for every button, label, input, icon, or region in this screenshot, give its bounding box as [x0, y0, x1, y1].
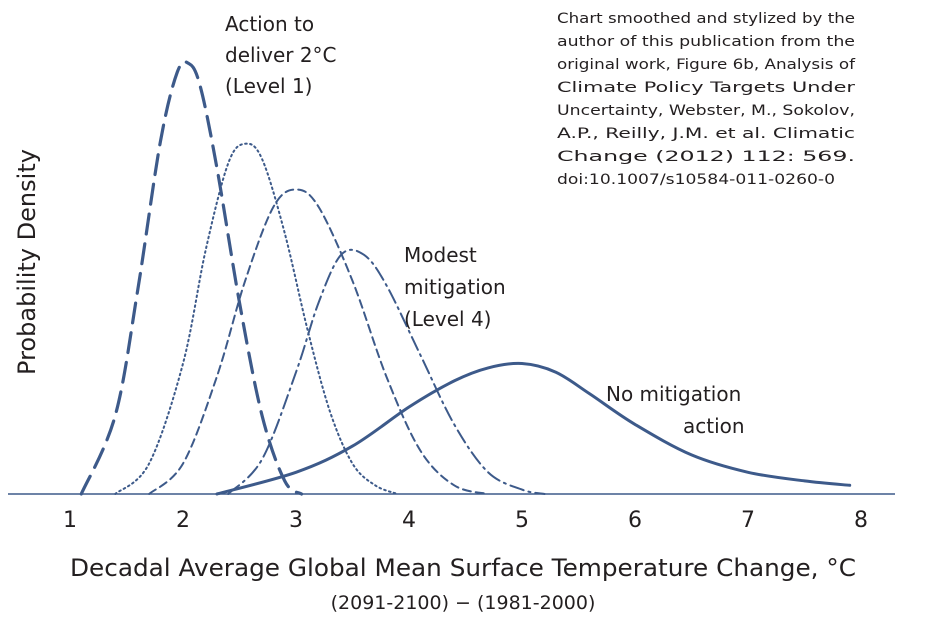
annotation-level-1-line: (Level 1) [225, 74, 312, 98]
series-line-dash-dot [227, 248, 546, 495]
x-tick-label: 4 [402, 508, 416, 533]
x-axis-subtitle: (2091-2100) − (1981-2000) [331, 592, 596, 614]
annotation-no-mitigation: No mitigation action [606, 382, 748, 438]
source-note-line: Climate Policy Targets Under [557, 80, 855, 96]
annotation-level-4: Modest mitigation (Level 4) [404, 243, 512, 331]
x-tick-label: 8 [854, 508, 868, 533]
annotation-level-4-line: Modest [404, 243, 477, 267]
source-note-line: Chart smoothed and stylized by the [557, 11, 855, 27]
source-note-line: Uncertainty, Webster, M., Sokolov, [557, 103, 855, 119]
source-note-line: author of this publication from the [557, 34, 855, 50]
x-tick-labels: 1 2 3 4 5 6 7 8 [63, 508, 868, 533]
source-note-line: doi:10.1007/s10584-011-0260-0 [557, 172, 835, 188]
annotation-level-1: Action to deliver 2°C (Level 1) [225, 12, 343, 98]
x-tick-label: 2 [176, 508, 190, 533]
series-line-long-dash [79, 60, 304, 496]
x-axis-title: Decadal Average Global Mean Surface Temp… [70, 554, 856, 582]
source-note: Chart smoothed and stylized by the autho… [557, 11, 856, 188]
x-tick-label: 3 [289, 508, 303, 533]
annotation-level-4-line: mitigation [404, 275, 506, 299]
series-line-dotted [114, 142, 399, 495]
source-note-line: Change (2012) 112: 569. [557, 149, 855, 165]
source-note-line: A.P., Reilly, J.M. et al. Climatic [557, 126, 855, 142]
annotation-no-mitigation-line: No mitigation [606, 382, 741, 406]
annotation-level-1-line: Action to [225, 12, 314, 36]
x-tick-label: 7 [741, 508, 755, 533]
curves-layer [79, 60, 852, 496]
annotation-level-1-line: deliver 2°C [225, 43, 337, 67]
x-tick-label: 1 [63, 508, 77, 533]
y-axis-title: Probability Density [13, 149, 41, 375]
x-tick-label: 6 [628, 508, 642, 533]
annotation-level-4-line: (Level 4) [404, 307, 491, 331]
series-line-solid [215, 361, 852, 496]
source-note-line: original work, Figure 6b, Analysis of [557, 57, 856, 73]
x-tick-label: 5 [515, 508, 529, 533]
annotation-no-mitigation-line: action [683, 414, 745, 438]
series-line-short-dash [148, 188, 490, 495]
